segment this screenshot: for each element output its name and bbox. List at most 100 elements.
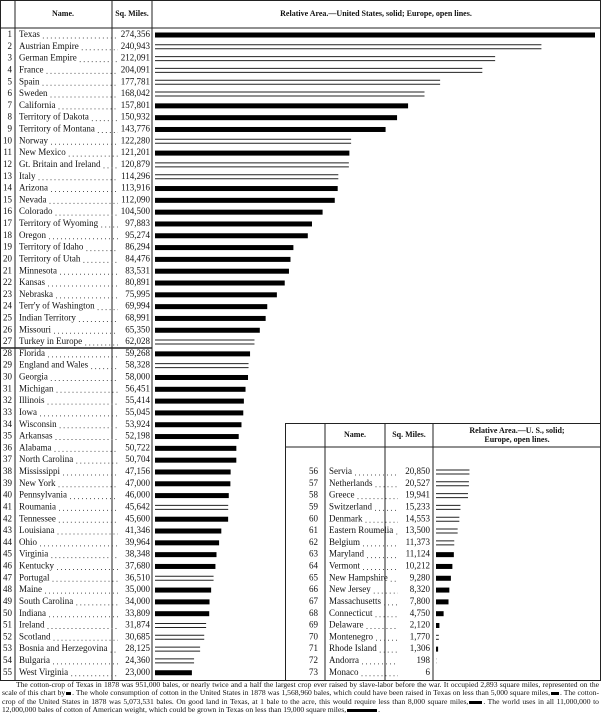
name: Connecticut — [329, 608, 373, 618]
rank: 12 — [3, 159, 12, 169]
bar-solid — [155, 540, 219, 545]
header: Sq. Miles. — [392, 430, 426, 439]
sq-miles: 69,994 — [125, 301, 150, 311]
name: New Hampshire — [329, 572, 388, 582]
name: Montenegro — [329, 631, 373, 641]
name: California — [19, 100, 56, 110]
name: Eastern Roumelia — [329, 525, 393, 535]
rank: 40 — [3, 490, 13, 500]
bar-open — [155, 68, 482, 72]
name: Netherlands — [329, 478, 373, 488]
name: Colorado — [19, 206, 53, 216]
bar-solid — [155, 281, 285, 286]
name: New Jersey — [329, 584, 371, 594]
rank: 14 — [3, 183, 13, 193]
rank: 18 — [3, 230, 13, 240]
sq-miles: 38,348 — [125, 549, 150, 559]
rank: 72 — [309, 655, 318, 665]
rank: 20 — [3, 253, 13, 263]
rank: 73 — [309, 667, 319, 677]
name: Bulgaria — [19, 655, 50, 665]
name: Servia — [329, 466, 352, 476]
bar-open — [155, 364, 249, 368]
name: Tennessee — [19, 513, 56, 523]
sq-miles: 24,360 — [125, 655, 150, 665]
bar-solid — [155, 493, 229, 498]
rank: 28 — [3, 348, 13, 358]
rank: 51 — [3, 620, 12, 630]
footnote: The cotton-crop of Texas in 1878 was 951… — [2, 681, 599, 715]
sq-miles: 157,801 — [121, 100, 150, 110]
sq-miles: 86,294 — [125, 242, 150, 252]
name: Territory of Wyoming — [19, 218, 99, 228]
rank: 5 — [8, 76, 13, 86]
name: Scotland — [19, 631, 51, 641]
sq-miles: 143,776 — [121, 124, 151, 134]
name: Mississippi — [19, 466, 61, 476]
rank: 25 — [3, 313, 13, 323]
sq-miles: 6 — [426, 667, 431, 677]
sq-miles: 11,373 — [406, 537, 431, 547]
bar-solid — [155, 387, 246, 392]
bar-open — [155, 163, 349, 167]
name: Nebraska — [19, 289, 53, 299]
rank: 39 — [3, 478, 13, 488]
name: Territory of Montana — [19, 124, 95, 134]
rank: 30 — [3, 372, 13, 382]
footnote-text: . — [378, 705, 380, 714]
sq-miles: 41,346 — [125, 525, 150, 535]
sq-miles: 37,680 — [125, 561, 150, 571]
bar-solid — [155, 328, 260, 333]
bar-solid — [155, 210, 323, 215]
name: Iowa — [19, 407, 37, 417]
sq-miles: 274,356 — [121, 29, 151, 39]
name: Louisiana — [19, 525, 55, 535]
name: Sweden — [19, 88, 48, 98]
icon — [347, 709, 377, 712]
header-line: Europe, open lines. — [484, 435, 549, 444]
name: Georgia — [19, 372, 48, 382]
rank: 33 — [3, 407, 13, 417]
sq-miles: 13,500 — [405, 525, 430, 535]
name: Minnesota — [19, 265, 57, 275]
sq-miles: 15,233 — [405, 501, 430, 511]
bar-solid — [436, 611, 444, 616]
rank: 23 — [3, 289, 13, 299]
sq-miles: 83,531 — [125, 265, 150, 275]
name: France — [19, 64, 44, 74]
sq-miles: 23,000 — [125, 667, 150, 677]
name: Arizona — [19, 183, 48, 193]
sq-miles: 47,156 — [125, 466, 150, 476]
sq-miles: 30,685 — [125, 631, 150, 641]
chart: Name. Sq. Miles. Relative Area.—United S… — [0, 0, 601, 681]
sq-miles: 8,320 — [410, 584, 431, 594]
rank: 11 — [3, 147, 12, 157]
rank: 58 — [309, 490, 319, 500]
sq-miles: 33,809 — [125, 608, 150, 618]
sq-miles: 50,722 — [125, 442, 150, 452]
rank: 52 — [3, 631, 12, 641]
rank: 66 — [309, 584, 319, 594]
bar-solid — [155, 399, 244, 404]
bar-solid — [155, 375, 248, 380]
name: Virginia — [19, 549, 48, 559]
name: South Carolina — [19, 596, 73, 606]
name: Terr'y of Washington — [19, 301, 95, 311]
sq-miles: 84,476 — [125, 253, 150, 263]
rank: 44 — [3, 537, 13, 547]
sq-miles: 9,280 — [410, 572, 431, 582]
rank: 17 — [3, 218, 13, 228]
header: Name. — [52, 9, 74, 18]
name: Territory of Idaho — [19, 242, 84, 252]
header: Relative Area.—United States, solid; Eur… — [280, 9, 472, 18]
sq-miles: 45,600 — [125, 513, 150, 523]
sq-miles: 65,350 — [125, 324, 150, 334]
bar-solid — [155, 599, 210, 604]
rank: 15 — [3, 194, 13, 204]
name: Maine — [19, 584, 42, 594]
bar-solid — [155, 304, 267, 309]
bar-solid — [155, 245, 293, 250]
sq-miles: 11,124 — [406, 549, 431, 559]
rank: 6 — [8, 88, 13, 98]
name: Ohio — [19, 537, 38, 547]
